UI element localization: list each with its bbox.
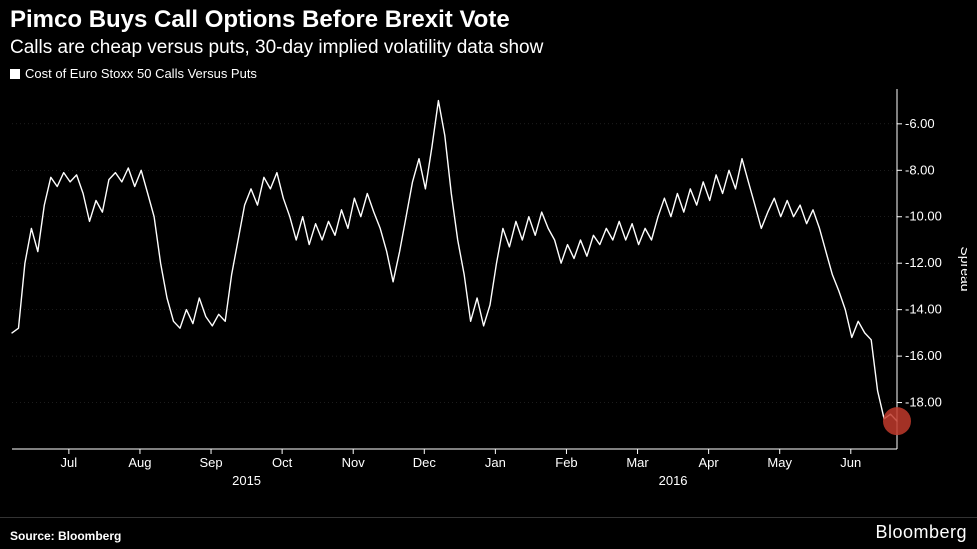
svg-text:Oct: Oct [272,455,293,470]
chart-svg: -6.00 -8.00 -10.00 -12.00 -14.00 -16.00 -18.00… [10,85,967,495]
svg-text:-16.00: -16.00 [905,349,942,364]
svg-text:Jul: Jul [61,455,78,470]
chart-subtitle: Calls are cheap versus puts, 30-day impl… [10,36,967,61]
brand-label: Bloomberg [875,522,967,543]
svg-text:-6.00: -6.00 [905,116,935,131]
svg-text:-10.00: -10.00 [905,209,942,224]
legend-swatch [10,69,20,79]
svg-text:May: May [767,455,792,470]
svg-text:Mar: Mar [626,455,649,470]
chart-container: Pimco Buys Call Options Before Brexit Vo… [0,0,977,549]
svg-text:2016: 2016 [659,473,688,488]
source-label: Source: Bloomberg [10,529,121,543]
chart-footer: Source: Bloomberg Bloomberg [0,517,977,549]
svg-text:Jun: Jun [840,455,861,470]
svg-text:Jan: Jan [485,455,506,470]
svg-text:Dec: Dec [413,455,437,470]
svg-text:-8.00: -8.00 [905,163,935,178]
chart-title: Pimco Buys Call Options Before Brexit Vo… [10,6,967,35]
chart-legend: Cost of Euro Stoxx 50 Calls Versus Puts [0,62,977,81]
svg-text:-18.00: -18.00 [905,395,942,410]
chart-plot-area: -6.00 -8.00 -10.00 -12.00 -14.00 -16.00 -18.00… [10,85,967,517]
svg-text:Nov: Nov [342,455,366,470]
svg-text:2015: 2015 [232,473,261,488]
svg-text:Feb: Feb [555,455,577,470]
svg-text:Apr: Apr [699,455,720,470]
chart-header: Pimco Buys Call Options Before Brexit Vo… [0,0,977,62]
svg-text:-12.00: -12.00 [905,256,942,271]
svg-text:-14.00: -14.00 [905,302,942,317]
svg-text:Sep: Sep [199,455,222,470]
svg-text:Aug: Aug [128,455,151,470]
svg-text:Spread: Spread [958,247,967,292]
legend-label: Cost of Euro Stoxx 50 Calls Versus Puts [25,66,257,81]
